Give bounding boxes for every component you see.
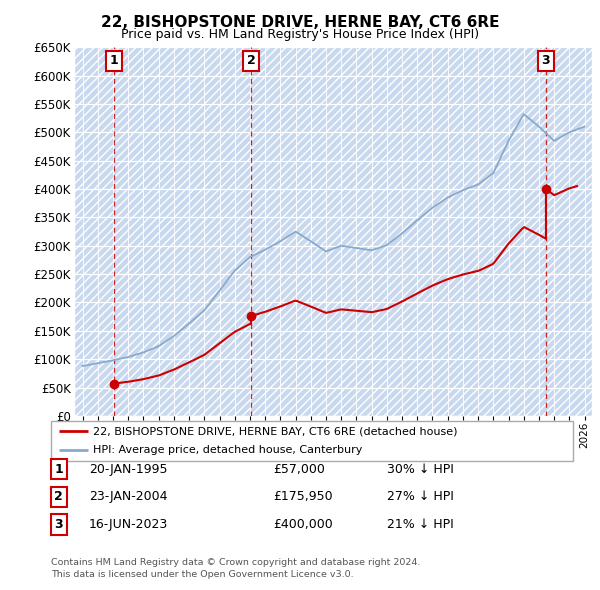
Text: 30% ↓ HPI: 30% ↓ HPI: [387, 463, 454, 476]
Text: 20-JAN-1995: 20-JAN-1995: [89, 463, 167, 476]
Text: 21% ↓ HPI: 21% ↓ HPI: [387, 518, 454, 531]
Text: HPI: Average price, detached house, Canterbury: HPI: Average price, detached house, Cant…: [93, 445, 362, 455]
Text: 1: 1: [55, 463, 63, 476]
Text: 23-JAN-2004: 23-JAN-2004: [89, 490, 167, 503]
Text: £175,950: £175,950: [273, 490, 332, 503]
Text: 27% ↓ HPI: 27% ↓ HPI: [387, 490, 454, 503]
Text: Contains HM Land Registry data © Crown copyright and database right 2024.: Contains HM Land Registry data © Crown c…: [51, 558, 421, 566]
Text: 1: 1: [110, 54, 118, 67]
FancyBboxPatch shape: [51, 421, 573, 461]
Text: 16-JUN-2023: 16-JUN-2023: [89, 518, 168, 531]
Text: 3: 3: [542, 54, 550, 67]
Text: £400,000: £400,000: [273, 518, 333, 531]
Text: This data is licensed under the Open Government Licence v3.0.: This data is licensed under the Open Gov…: [51, 570, 353, 579]
Text: 2: 2: [55, 490, 63, 503]
Text: 22, BISHOPSTONE DRIVE, HERNE BAY, CT6 6RE: 22, BISHOPSTONE DRIVE, HERNE BAY, CT6 6R…: [101, 15, 499, 30]
Text: 22, BISHOPSTONE DRIVE, HERNE BAY, CT6 6RE (detached house): 22, BISHOPSTONE DRIVE, HERNE BAY, CT6 6R…: [93, 427, 457, 436]
Text: £57,000: £57,000: [273, 463, 325, 476]
Text: 2: 2: [247, 54, 256, 67]
Text: Price paid vs. HM Land Registry's House Price Index (HPI): Price paid vs. HM Land Registry's House …: [121, 28, 479, 41]
Text: 3: 3: [55, 518, 63, 531]
